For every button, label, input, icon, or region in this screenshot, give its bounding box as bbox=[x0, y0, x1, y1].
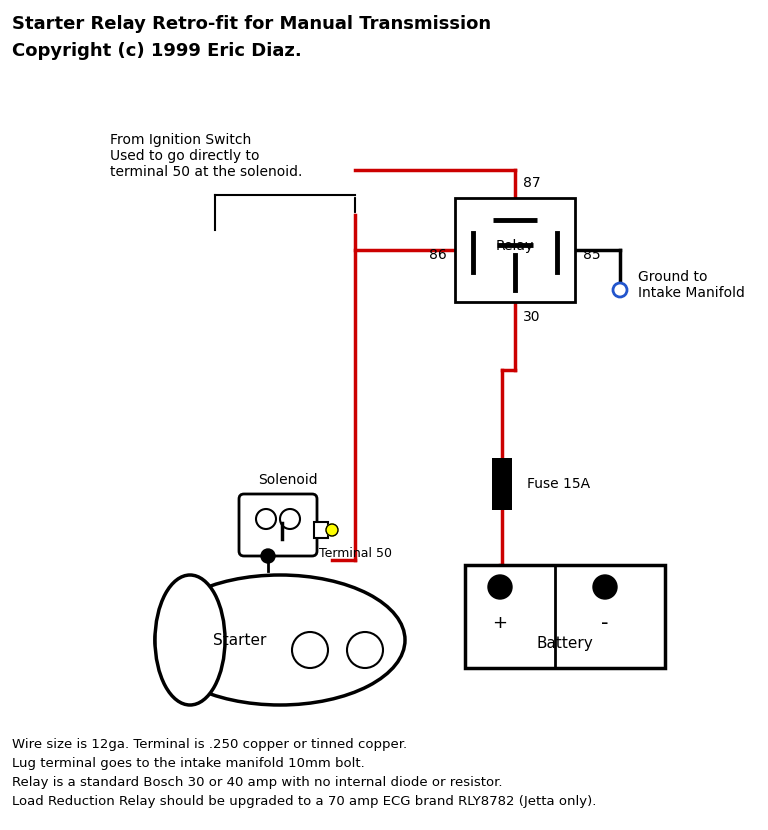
Text: Wire size is 12ga. Terminal is .250 copper or tinned copper.: Wire size is 12ga. Terminal is .250 copp… bbox=[12, 738, 407, 751]
Bar bbox=[314, 522, 328, 538]
Bar bbox=[455, 198, 575, 302]
Text: Starter: Starter bbox=[214, 632, 266, 647]
Text: -: - bbox=[601, 613, 609, 633]
Text: 85: 85 bbox=[583, 248, 601, 262]
Text: Terminal 50: Terminal 50 bbox=[319, 547, 392, 560]
Text: 30: 30 bbox=[523, 310, 541, 324]
FancyBboxPatch shape bbox=[239, 494, 317, 556]
Ellipse shape bbox=[155, 575, 405, 705]
Text: Load Reduction Relay should be upgraded to a 70 amp ECG brand RLY8782 (Jetta onl: Load Reduction Relay should be upgraded … bbox=[12, 795, 597, 808]
Text: Fuse 15A: Fuse 15A bbox=[527, 477, 590, 491]
Ellipse shape bbox=[155, 575, 225, 705]
Text: 86: 86 bbox=[429, 248, 447, 262]
Bar bbox=[465, 565, 665, 668]
Circle shape bbox=[326, 524, 338, 536]
Circle shape bbox=[593, 575, 617, 599]
Text: Ground to
Intake Manifold: Ground to Intake Manifold bbox=[638, 270, 745, 300]
Text: Starter Relay Retro-fit for Manual Transmission: Starter Relay Retro-fit for Manual Trans… bbox=[12, 15, 491, 33]
Text: Copyright (c) 1999 Eric Diaz.: Copyright (c) 1999 Eric Diaz. bbox=[12, 42, 302, 60]
Bar bbox=[492, 458, 512, 510]
Text: Battery: Battery bbox=[537, 636, 594, 651]
Text: Solenoid: Solenoid bbox=[258, 473, 318, 487]
Circle shape bbox=[261, 549, 275, 563]
Text: Lug terminal goes to the intake manifold 10mm bolt.: Lug terminal goes to the intake manifold… bbox=[12, 757, 365, 770]
Text: Relay is a standard Bosch 30 or 40 amp with no internal diode or resistor.: Relay is a standard Bosch 30 or 40 amp w… bbox=[12, 776, 502, 789]
Text: 87: 87 bbox=[523, 176, 541, 190]
Circle shape bbox=[488, 575, 512, 599]
Text: +: + bbox=[492, 614, 508, 632]
Circle shape bbox=[613, 283, 627, 297]
Text: From Ignition Switch
Used to go directly to
terminal 50 at the solenoid.: From Ignition Switch Used to go directly… bbox=[110, 133, 303, 179]
Text: Relay: Relay bbox=[496, 239, 534, 253]
